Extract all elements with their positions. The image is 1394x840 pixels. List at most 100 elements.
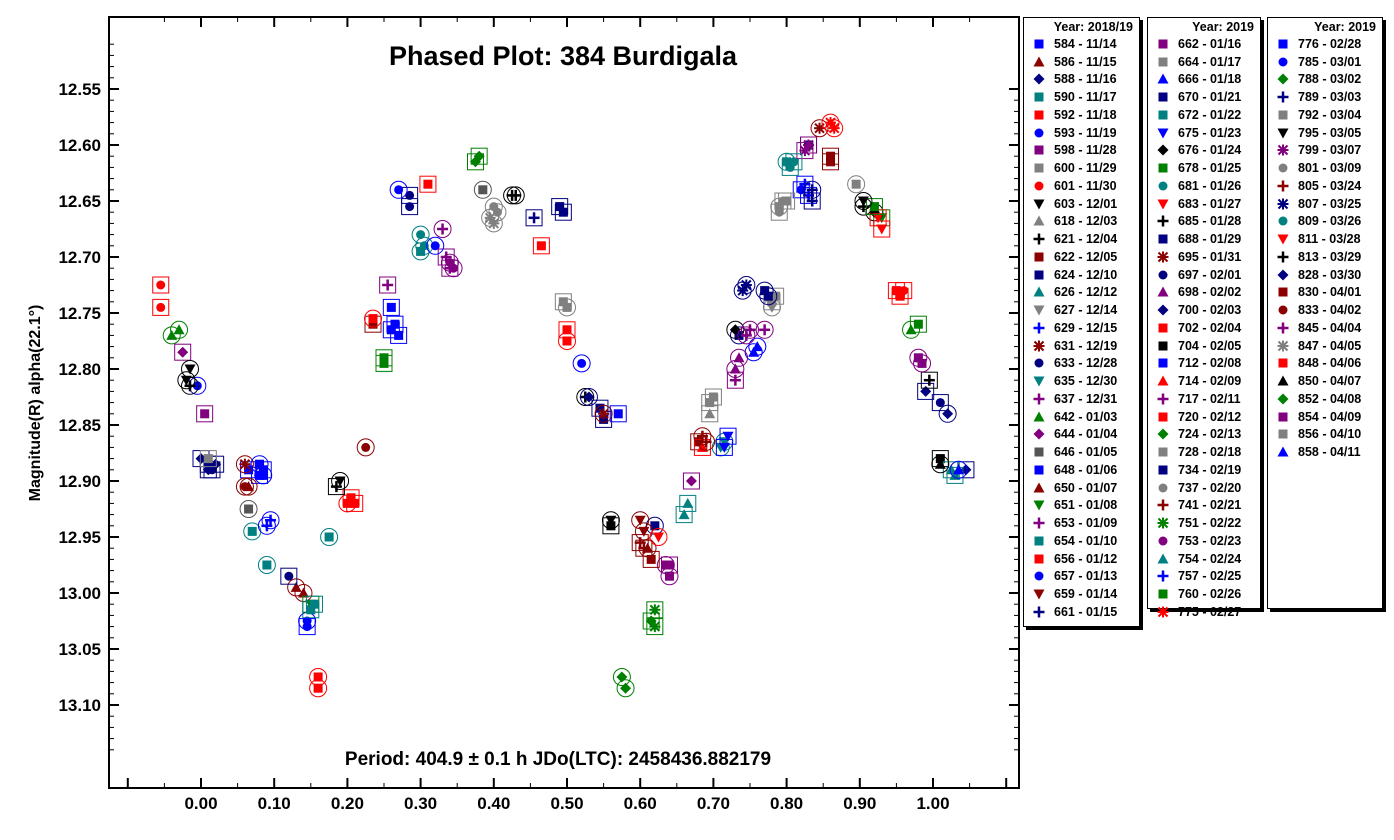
y-tick-label: 12.55 (58, 80, 101, 99)
legend-label: 751 - 02/22 (1178, 516, 1242, 531)
data-point (646, 618, 664, 636)
triangle-down-marker-icon (1033, 500, 1045, 511)
legend-label: 702 - 02/04 (1178, 320, 1242, 335)
x-tick-label: 0.80 (770, 794, 803, 813)
legend-item: 681 - 01/26 (1148, 177, 1260, 195)
data-point (726, 371, 744, 389)
legend-item: 603 - 12/01 (1024, 195, 1139, 213)
data-point (235, 477, 254, 496)
square-marker-icon (1278, 358, 1288, 368)
legend-item: 724 - 02/13 (1148, 426, 1260, 444)
data-point (825, 119, 844, 138)
legend-item: 624 - 12/10 (1024, 266, 1139, 284)
data-point (235, 455, 254, 474)
legend-items: 662 - 01/16 664 - 01/17 666 - 01/18 670 - 0… (1148, 35, 1260, 621)
legend-label: 648 - 01/06 (1054, 462, 1118, 477)
square-marker-icon (1034, 554, 1044, 564)
data-point (554, 293, 572, 311)
legend-label: 670 - 01/21 (1178, 90, 1242, 105)
square-marker-icon (1034, 145, 1044, 155)
data-point (356, 438, 375, 457)
data-point (800, 136, 818, 154)
legend-item: 704 - 02/05 (1148, 337, 1260, 355)
legend-label: 672 - 01/22 (1178, 107, 1242, 122)
legend-item: 618 - 12/03 (1024, 213, 1139, 231)
legend-label: 622 - 12/05 (1054, 249, 1118, 264)
data-point (572, 354, 591, 373)
square-marker-icon (1158, 110, 1168, 120)
legend-item: 676 - 01/24 (1148, 142, 1260, 160)
diamond-marker-icon (1277, 73, 1289, 85)
y-tick-label: 12.60 (58, 136, 101, 155)
legend-label: 809 - 03/26 (1298, 214, 1362, 229)
legend-label: 850 - 04/07 (1298, 374, 1362, 389)
triangle-marker-icon (1033, 411, 1045, 422)
legend-label: 627 - 12/14 (1054, 303, 1118, 318)
legend-item: 654 - 01/10 (1024, 532, 1139, 550)
legend-item: 590 - 11/17 (1024, 88, 1139, 106)
data-point (737, 276, 756, 294)
square-marker-icon (1158, 39, 1168, 49)
legend-item: 678 - 01/25 (1148, 159, 1260, 177)
legend-item: 593 - 11/19 (1024, 124, 1139, 142)
legend-item: 805 - 03/24 (1268, 177, 1382, 195)
legend-label: 813 - 03/29 (1298, 249, 1362, 264)
y-tick-label: 12.85 (58, 416, 101, 435)
data-point (327, 478, 345, 496)
data-point (389, 180, 408, 199)
data-point (444, 259, 463, 278)
legend-item: 683 - 01/27 (1148, 195, 1260, 213)
data-point (755, 320, 774, 339)
data-point (759, 287, 778, 306)
data-point (873, 220, 891, 238)
data-point (854, 192, 873, 210)
legend-label: 621 - 12/04 (1054, 232, 1118, 247)
plus-marker-icon (1157, 499, 1169, 511)
plus-marker-icon (1033, 517, 1045, 529)
diamond-marker-icon (1157, 144, 1169, 156)
legend-item: 799 - 03/07 (1268, 142, 1382, 160)
data-point (558, 332, 576, 350)
data-point (287, 578, 306, 597)
circle-marker-icon (1034, 128, 1044, 138)
legend-item: 728 - 02/18 (1148, 443, 1260, 461)
diamond-marker-icon (1033, 73, 1045, 85)
triangle-marker-icon (1277, 446, 1289, 457)
legend-label: 653 - 01/09 (1054, 516, 1118, 531)
legend-label: 592 - 11/18 (1054, 107, 1117, 122)
legend-item: 830 - 04/01 (1268, 284, 1382, 302)
data-point (152, 298, 170, 316)
data-point (660, 567, 679, 586)
data-point (679, 494, 697, 512)
data-point (715, 438, 733, 456)
legend-label: 795 - 03/05 (1298, 125, 1362, 140)
legend-label: 712 - 02/08 (1178, 356, 1242, 371)
legend-label: 856 - 04/10 (1298, 427, 1362, 442)
legend-label: 600 - 11/29 (1054, 161, 1117, 176)
data-point (174, 343, 192, 361)
legend-item: 760 - 02/26 (1148, 585, 1260, 603)
plot-frame (108, 16, 1020, 789)
legend-label: 656 - 01/12 (1054, 551, 1118, 566)
asterisk-marker-icon (1157, 517, 1169, 529)
x-axis: 0.00 0.10 0.20 0.30 0.40 0.50 0.60 0.70 0.80 0.90… (126, 17, 1008, 813)
circle-marker-icon (1034, 181, 1044, 191)
triangle-marker-icon (1157, 553, 1169, 564)
data-point (865, 198, 883, 216)
legend-label: 754 - 02/24 (1178, 551, 1242, 566)
legend-label: 847 - 04/05 (1298, 338, 1362, 353)
data-point (594, 404, 613, 423)
legend-label: 760 - 02/26 (1178, 587, 1242, 602)
data-point (261, 511, 280, 530)
plus-marker-icon (1033, 322, 1045, 334)
square-marker-icon (1034, 252, 1044, 262)
circle-marker-icon (1158, 483, 1168, 493)
legend-item: 644 - 01/04 (1024, 426, 1139, 444)
y-tick-label: 12.75 (58, 304, 101, 323)
data-point (239, 500, 258, 518)
period-annotation: Period: 404.9 ± 0.1 h JDo(LTC): 2458436.… (345, 749, 771, 770)
legend-label: 805 - 03/24 (1298, 178, 1362, 193)
legend-label: 590 - 11/17 (1054, 90, 1117, 105)
legend-label: 854 - 04/09 (1298, 409, 1362, 424)
circle-marker-icon (1278, 305, 1288, 315)
